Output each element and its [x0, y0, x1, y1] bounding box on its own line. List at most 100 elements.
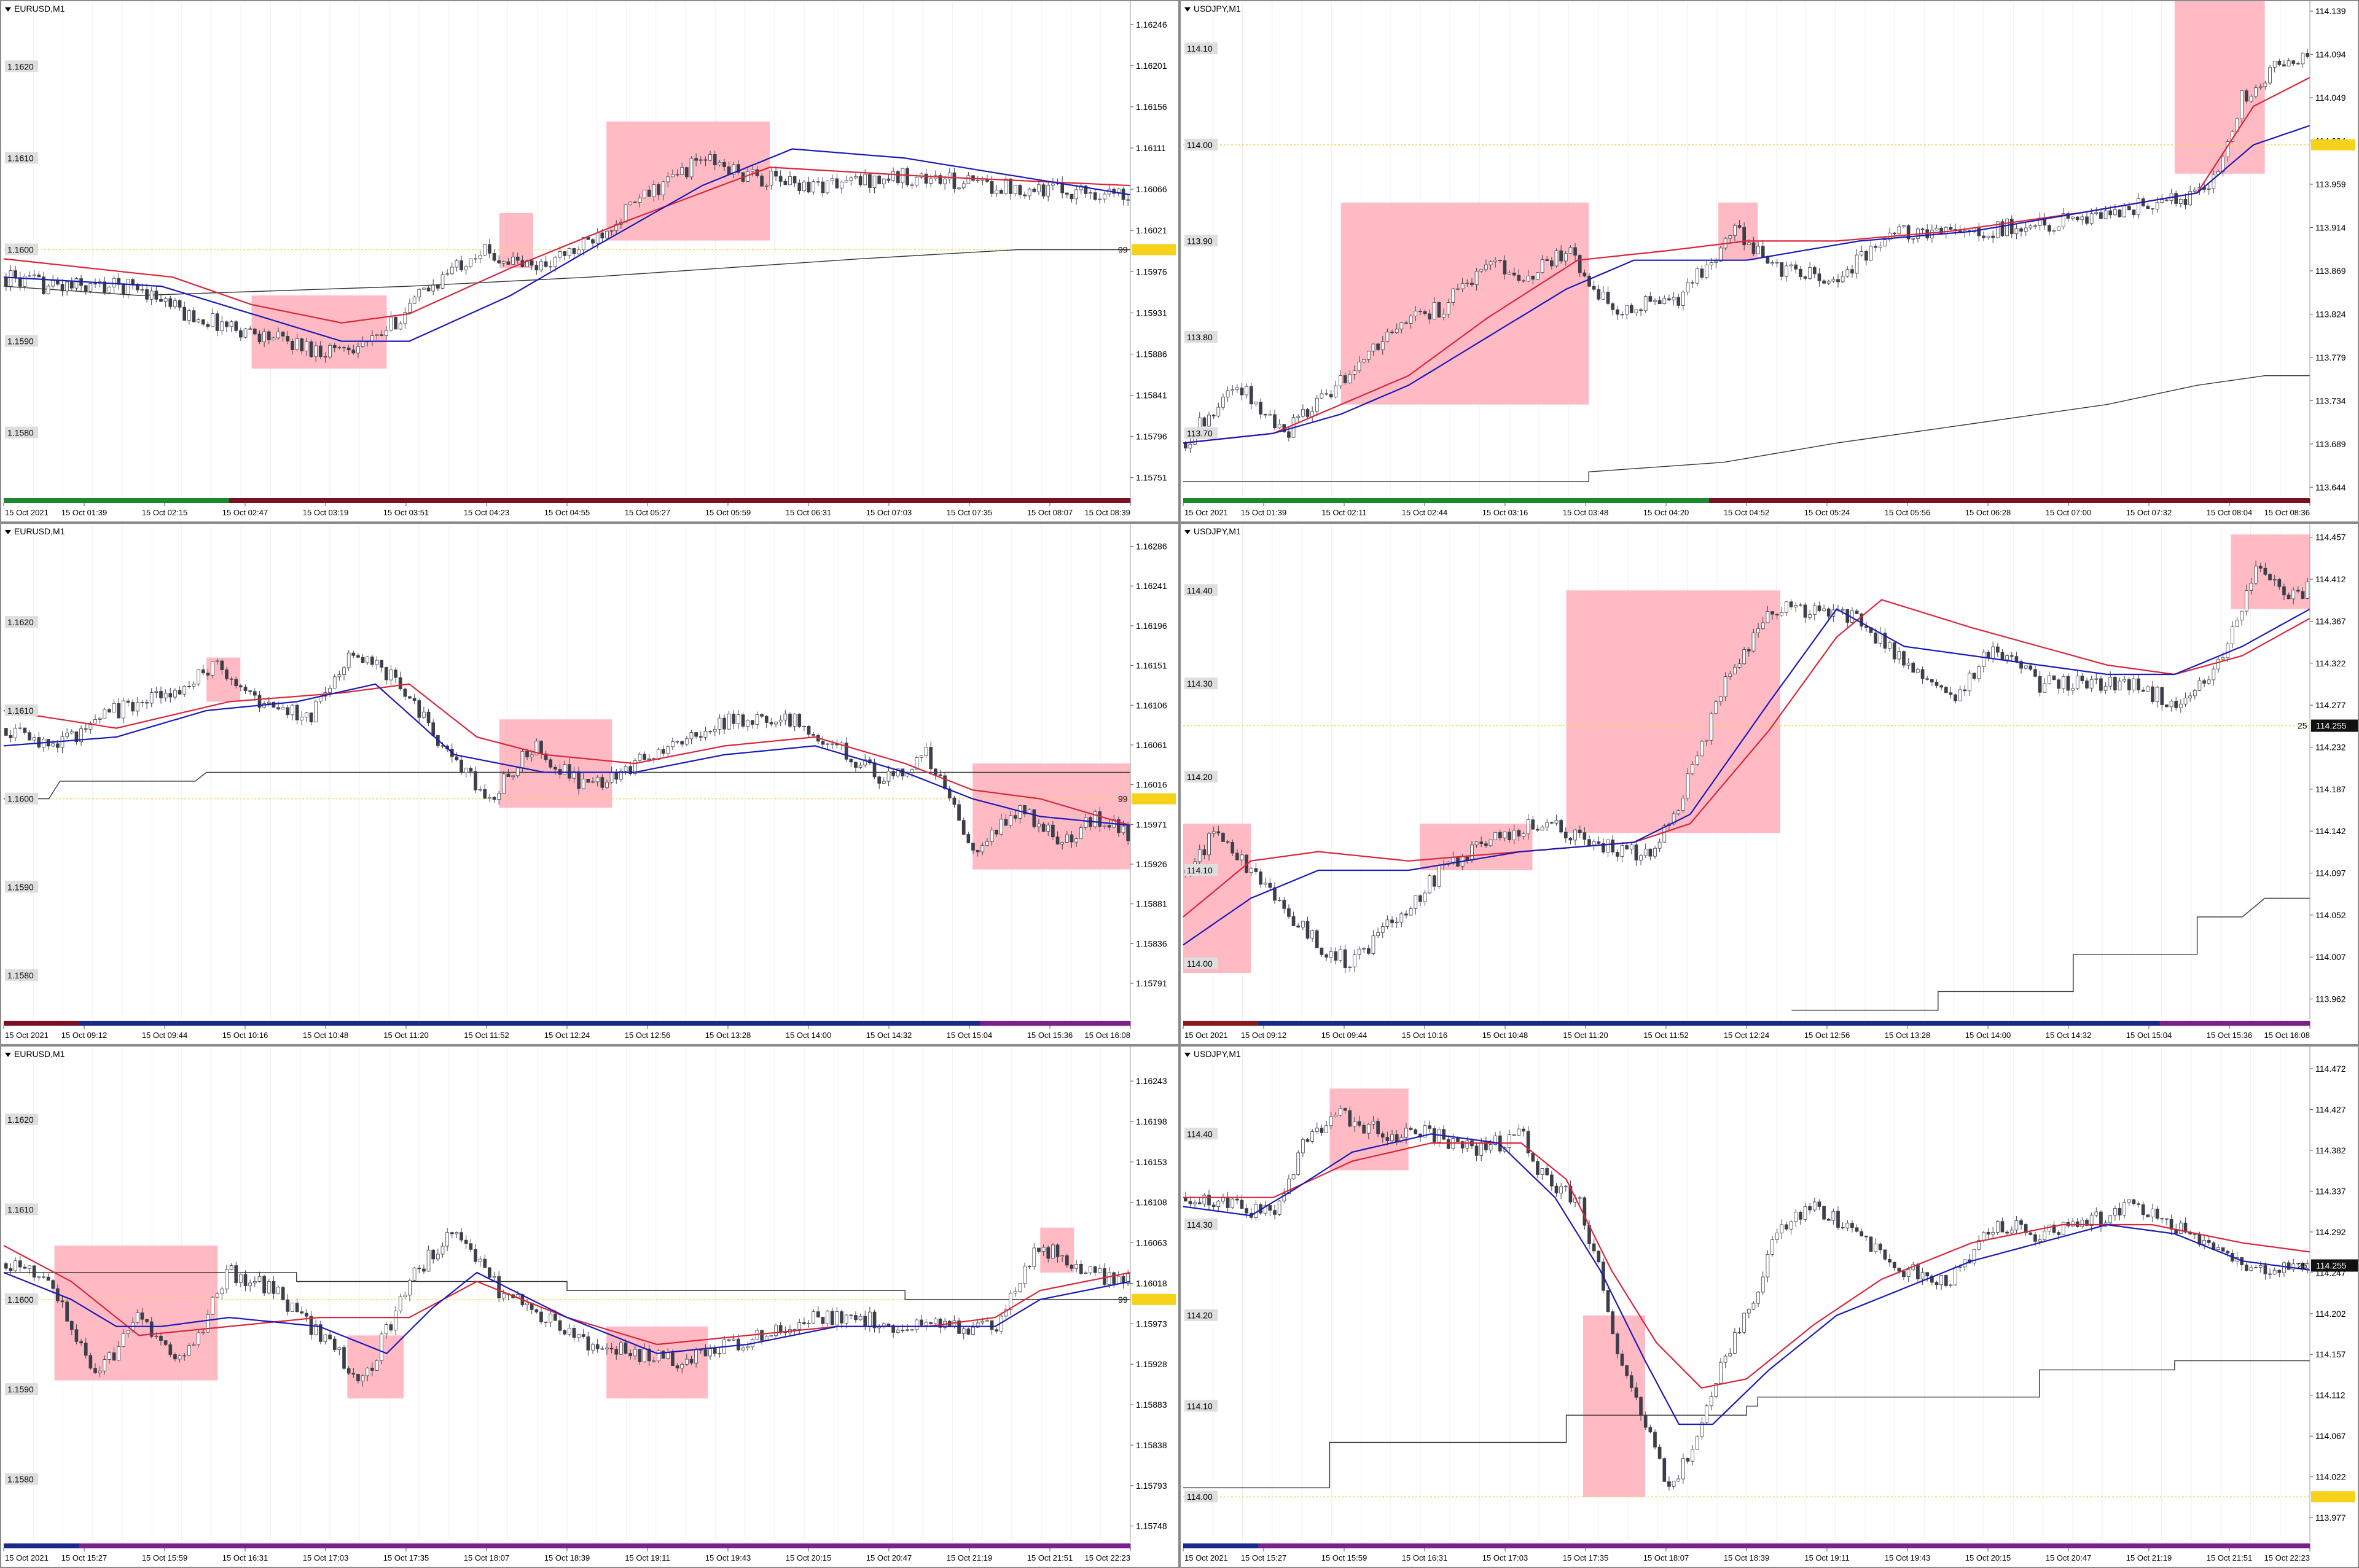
- price-chart-svg[interactable]: 1.162861.162411.161961.161511.161061.160…: [1, 524, 1180, 1045]
- candle-body: [1211, 1204, 1216, 1207]
- dropdown-triangle-icon[interactable]: [5, 1052, 11, 1057]
- candle-body: [1892, 642, 1896, 660]
- x-tick-label: 15 Oct 07:00: [2046, 508, 2091, 517]
- dropdown-triangle-icon[interactable]: [5, 529, 11, 534]
- candle-body: [455, 260, 459, 268]
- symbol-label: EURUSD,M1: [14, 526, 65, 536]
- candle-body: [1831, 279, 1836, 282]
- x-tick-label: 15 Oct 16:08: [2264, 1031, 2310, 1040]
- candle-body: [300, 717, 304, 720]
- dropdown-triangle-icon[interactable]: [1184, 7, 1191, 12]
- candle-body: [286, 1299, 290, 1312]
- candle-body: [614, 1349, 619, 1355]
- candle-body: [1860, 614, 1864, 627]
- dropdown-triangle-icon[interactable]: [1184, 529, 1191, 534]
- chart-panel[interactable]: EURUSD,M1 1.16243 1.16198 1.16153 1.16108 1.1…: [0, 1045, 1180, 1568]
- chart-panel[interactable]: EURUSD,M1 1.16246 1.16201 1.16156 1.16111 1.1…: [0, 0, 1180, 523]
- candle-body: [211, 661, 214, 676]
- candle-body: [812, 1311, 816, 1324]
- candle-body: [929, 747, 933, 770]
- candle-body: [328, 345, 332, 357]
- candle-body: [1493, 260, 1498, 262]
- candle-body: [2043, 683, 2047, 693]
- candle-body: [149, 1321, 154, 1337]
- candle-body: [380, 334, 383, 337]
- candle-body: [108, 1352, 111, 1360]
- candle-body: [821, 741, 825, 745]
- candle-body: [863, 759, 867, 766]
- candle-body: [140, 1313, 144, 1320]
- candle-body: [1982, 1231, 1985, 1241]
- candle-body: [1089, 1266, 1092, 1273]
- price-chart-svg[interactable]: 114.457114.412114.367114.322114.277114.2…: [1181, 524, 2359, 1045]
- candle-body: [1874, 632, 1877, 644]
- candle-body: [1107, 825, 1111, 828]
- candle-body: [1193, 1202, 1197, 1204]
- dropdown-triangle-icon[interactable]: [1184, 1052, 1191, 1057]
- candle-body: [478, 1258, 482, 1262]
- candle-body: [1498, 832, 1502, 838]
- candle-body: [666, 1352, 670, 1359]
- x-tick-label: 15 Oct 02:11: [1321, 508, 1366, 517]
- candle-body: [2141, 1204, 2145, 1215]
- candle-body: [211, 1297, 214, 1315]
- level-label: 114.00: [1184, 957, 1218, 969]
- chart-panel[interactable]: USDJPY,M1114.139114.094114.049114.004113…: [1180, 0, 2359, 523]
- candle-body: [1041, 1247, 1046, 1252]
- price-chart-svg[interactable]: 114.139114.094114.049114.004113.959113.9…: [1181, 1, 2359, 523]
- chart-panel[interactable]: EURUSD,M1 1.16286 1.16241 1.16196 1.16151 1.1…: [0, 523, 1180, 1045]
- candle-body: [431, 722, 436, 736]
- price-chart-svg[interactable]: 114.472114.427114.382114.337114.292114.2…: [1181, 1047, 2359, 1568]
- dropdown-triangle-icon[interactable]: [5, 7, 11, 12]
- time-session-bar: [1784, 1543, 1860, 1548]
- candle-body: [1606, 292, 1610, 304]
- candle-body: [450, 267, 454, 275]
- candle-body: [1282, 900, 1286, 909]
- symbol-label: EURUSD,M1: [14, 1049, 65, 1059]
- candle-body: [769, 722, 773, 725]
- candle-body: [1667, 298, 1671, 300]
- candle-body: [1648, 296, 1653, 302]
- candle-body: [262, 1276, 266, 1293]
- candle-body: [197, 319, 200, 322]
- y-tick-label: 1.16063: [1136, 1238, 1167, 1248]
- chart-panel[interactable]: USDJPY,M1 114.457 114.412 114.367 114.322 114…: [1180, 523, 2359, 1045]
- candle-body: [2132, 1199, 2136, 1204]
- candle-body: [647, 189, 651, 197]
- candle-body: [1385, 1137, 1390, 1141]
- candle-body: [474, 771, 477, 790]
- candle-body: [1676, 1478, 1681, 1481]
- candle-body: [178, 300, 182, 308]
- time-session-bar: [829, 1543, 906, 1548]
- candle-body: [797, 714, 802, 727]
- candle-body: [1070, 1265, 1074, 1269]
- candle-body: [384, 1324, 388, 1335]
- y-tick-label: 113.824: [2315, 309, 2346, 319]
- candle-body: [891, 171, 895, 181]
- candle-body: [1074, 189, 1078, 200]
- candle-body: [239, 685, 243, 688]
- candle-body: [558, 251, 562, 258]
- price-chart-svg[interactable]: 1.162461.162011.161561.161111.160661.160…: [1, 1, 1180, 523]
- candle-body: [1107, 1272, 1111, 1285]
- time-session-bar: [1784, 498, 1860, 503]
- candle-body: [1362, 1125, 1366, 1134]
- candle-body: [56, 743, 60, 748]
- y-tick-label: 1.15841: [1136, 391, 1167, 400]
- y-tick-label: 114.457: [2315, 532, 2346, 542]
- candle-body: [1207, 833, 1211, 856]
- candle-body: [98, 717, 102, 720]
- time-session-bar: [2234, 498, 2310, 503]
- chart-panel[interactable]: USDJPY,M1 114.472 114.427 114.382 114.337 114…: [1180, 1045, 2359, 1568]
- candle-body: [1592, 286, 1596, 290]
- x-tick-label: 15 Oct 12:24: [1724, 1031, 1769, 1040]
- candle-body: [1460, 1141, 1465, 1149]
- candle-body: [168, 1344, 173, 1355]
- candle-body: [1277, 1200, 1281, 1215]
- candle-body: [774, 722, 778, 725]
- candle-body: [1474, 1145, 1479, 1156]
- price-chart-svg[interactable]: 1.162431.161981.161531.161081.160631.160…: [1, 1047, 1180, 1568]
- candle-body: [675, 1365, 679, 1368]
- candle-body: [201, 669, 205, 674]
- candle-body: [1902, 1271, 1906, 1277]
